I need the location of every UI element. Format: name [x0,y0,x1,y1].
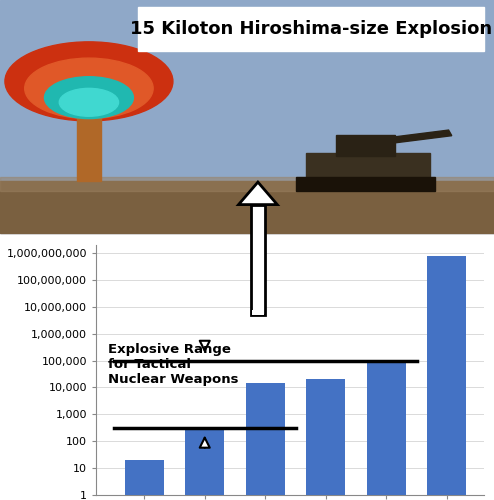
Bar [252,310,264,315]
Bar [138,7,484,51]
Bar [77,88,101,182]
Text: 15 Kiloton Hiroshima-size Explosion: 15 Kiloton Hiroshima-size Explosion [130,20,493,38]
Y-axis label: Tons of TNT: Tons of TNT [0,334,1,406]
Polygon shape [239,182,277,204]
Bar [306,154,430,182]
Circle shape [44,76,133,118]
Bar [0,176,494,190]
Circle shape [5,42,173,121]
Bar [306,379,345,500]
Bar [0,182,494,232]
Bar [246,383,285,500]
Bar [336,135,395,156]
Text: Explosive Range
for Tactical
Nuclear Weapons: Explosive Range for Tactical Nuclear Wea… [108,344,239,386]
Bar [124,460,164,500]
Bar [296,176,435,190]
Bar [372,130,452,146]
Bar [427,256,466,500]
Bar [251,204,265,315]
Circle shape [59,88,119,116]
Circle shape [25,58,153,118]
Bar [185,428,224,500]
Bar [367,360,406,500]
